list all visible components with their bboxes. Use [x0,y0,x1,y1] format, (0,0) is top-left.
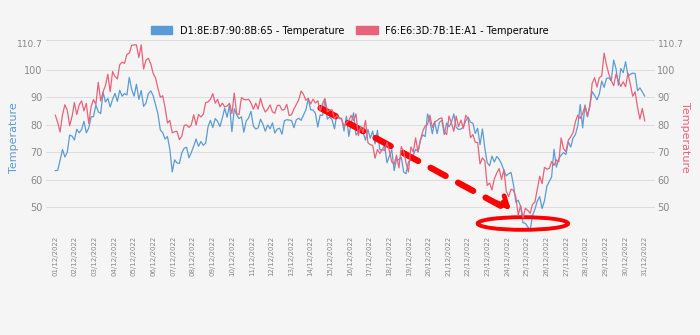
Text: 110.7: 110.7 [657,40,683,49]
Y-axis label: Temperature: Temperature [9,102,19,173]
Text: 110.7: 110.7 [17,40,43,49]
Legend: D1:8E:B7:90:8B:65 - Temperature, F6:E6:3D:7B:1E:A1 - Temperature: D1:8E:B7:90:8B:65 - Temperature, F6:E6:3… [147,22,553,40]
Y-axis label: Temperature: Temperature [680,102,689,173]
